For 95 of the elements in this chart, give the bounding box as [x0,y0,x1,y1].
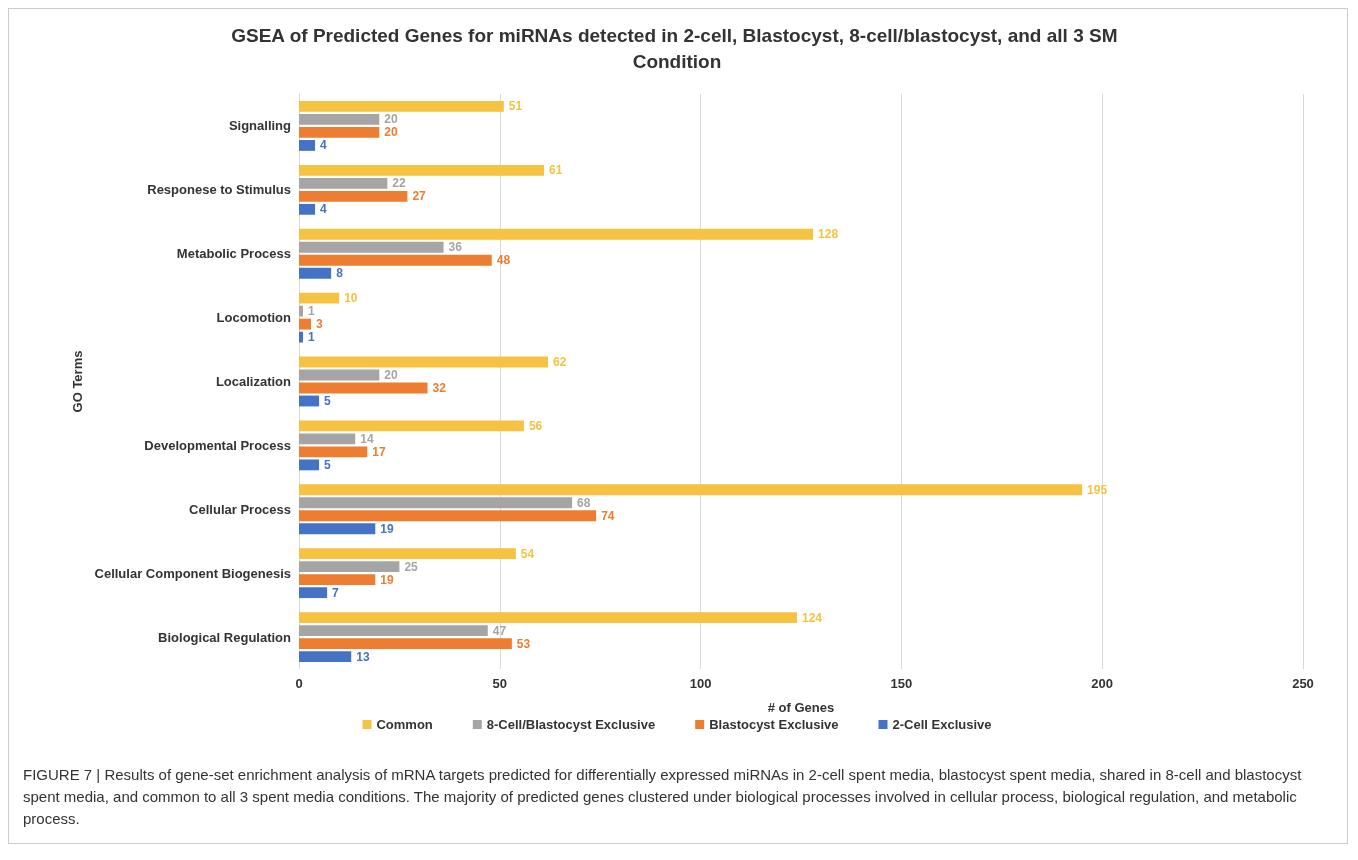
bar [299,638,512,649]
data-label: 68 [577,495,591,510]
data-label: 195 [1087,482,1108,497]
data-label: 17 [372,444,386,459]
bar [299,318,312,330]
y-tick-label: Signalling [228,118,292,134]
bar [299,574,376,586]
data-label: 1 [308,304,316,319]
legend-label: 2-Cell Exclusive [892,717,992,732]
data-label: 3 [316,317,324,332]
data-label: 56 [528,418,543,433]
bar [299,612,797,623]
data-label: 20 [384,125,398,140]
bar [299,356,548,368]
bar [299,267,332,279]
bar [299,651,352,662]
y-tick-label: Localization [215,374,292,389]
x-tick-label: 250 [1292,676,1314,691]
data-label: 61 [548,163,563,178]
data-label: 53 [516,636,531,651]
data-label: 128 [818,227,839,242]
data-label: 5 [324,394,332,408]
bar [299,382,428,394]
y-tick-label: Locomotion [216,310,292,326]
data-label: 32 [432,381,447,395]
x-tick-label: 50 [492,676,508,691]
y-tick-label: Developmental Process [144,437,291,453]
data-label: 47 [492,623,507,638]
data-label: 1 [308,330,316,345]
bar [299,510,597,522]
data-label: 4 [320,202,328,217]
data-label: 10 [344,291,358,306]
data-label: 25 [404,559,419,574]
bar [299,484,1083,496]
bar [299,114,380,125]
bar [299,395,320,407]
x-axis-title: # of Genes [767,700,835,715]
bar [299,331,304,343]
bar [299,446,368,458]
data-label: 5 [324,457,332,472]
bar [299,127,380,138]
data-label: 19 [380,521,394,536]
bar [299,190,408,202]
bar [299,177,388,189]
data-label: 13 [356,649,370,664]
data-label: 74 [601,508,615,523]
bar [299,587,328,599]
bar [299,164,544,176]
data-label: 62 [552,355,567,369]
bar [299,101,504,112]
data-label: 36 [448,240,463,255]
x-tick-label: 150 [890,676,913,691]
data-label: 54 [520,546,535,561]
bar [299,254,492,266]
bar [299,369,380,381]
x-tick-label: 100 [689,676,712,691]
data-label: 20 [384,112,398,127]
data-label: 4 [320,138,328,153]
data-label: 51 [508,99,523,114]
y-axis-title: GO Terms [69,350,85,413]
y-tick-label: Responese to Stimulus [147,182,291,198]
bar [299,228,814,240]
data-label: 14 [360,431,374,446]
legend-label: Blastocyst Exclusive [709,717,839,732]
legend-label: Common [376,717,433,732]
legend-label: 8-Cell/Blastocyst Exclusive [486,717,656,732]
data-label: 7 [332,585,340,600]
bar [299,433,356,445]
bar [299,203,316,215]
bar [299,292,340,304]
data-label: 48 [496,253,511,268]
data-label: 27 [412,189,427,204]
y-tick-label: Cellular Process [189,501,291,517]
bar [299,523,376,535]
bar [299,459,320,471]
y-tick-label: Metabolic Process [176,246,291,262]
x-tick-label: 200 [1091,676,1114,691]
x-tick-label: 0 [295,676,303,691]
caption: FIGURE 7 | Results of gene-set enrichment analysis of mRNA targets predicted for differentially expressed miRNAs in 2-cell spent media, blastocyst spent media, shared in 8-cell and blastocyst spent media, and common to all 3 spent media conditions. The majority of predicted genes clustered under biological processes involved in cellular process, biological regulation, and metabolic process. [23,765,1303,829]
bar [299,241,444,253]
data-label: 19 [380,572,394,587]
y-tick-label: Cellular Component Biogenesis [94,565,291,581]
bar [299,548,516,560]
chart-title: GSEA of Predicted Genes for miRNAs detected in 2-cell, Blastocyst, 8-cell/blastocyst, and all 3 SM Condition [231,24,1123,72]
bar [299,625,488,636]
data-label: 124 [801,610,823,625]
bar [299,561,400,573]
bar [299,420,524,432]
bar [299,140,316,151]
data-label: 22 [392,176,407,191]
data-label: 8 [336,266,344,281]
bar [299,305,304,317]
data-label: 20 [384,368,398,382]
bar [299,497,573,509]
y-tick-label: Biological Regulation [158,629,292,645]
